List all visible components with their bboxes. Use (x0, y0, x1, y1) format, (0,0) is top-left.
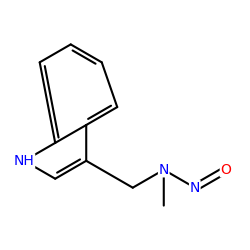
Text: N: N (190, 181, 200, 195)
Text: NH: NH (14, 154, 34, 168)
Text: O: O (220, 163, 231, 177)
Text: N: N (158, 163, 169, 177)
